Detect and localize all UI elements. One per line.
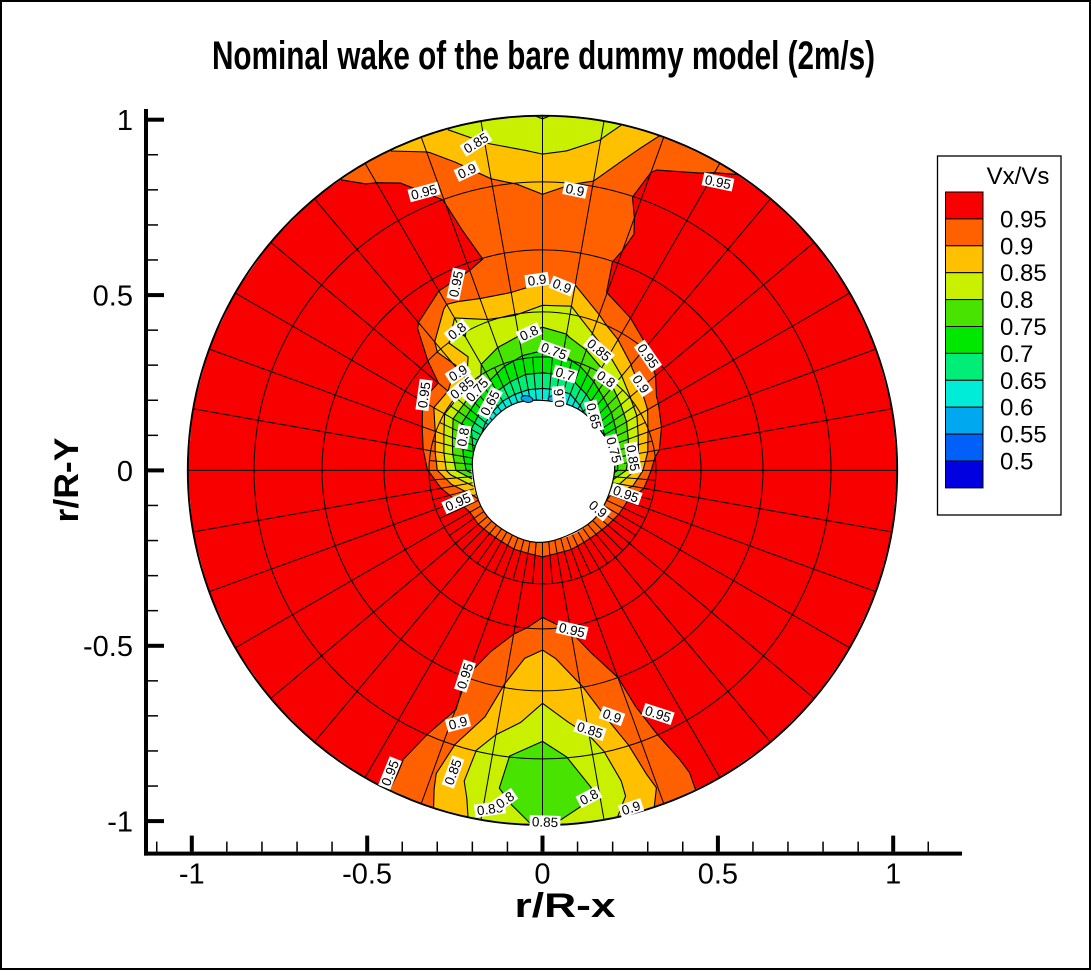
svg-text:0.75: 0.75 (603, 435, 624, 464)
svg-text:1: 1 (885, 859, 901, 891)
svg-text:0.95: 0.95 (415, 381, 434, 409)
svg-text:0.9: 0.9 (527, 271, 548, 288)
svg-text:r/R-Y: r/R-Y (48, 437, 86, 522)
svg-text:0.95: 0.95 (409, 182, 438, 203)
svg-text:0.75: 0.75 (1000, 314, 1047, 341)
svg-text:0.9: 0.9 (550, 276, 573, 297)
svg-text:0.9: 0.9 (455, 160, 478, 182)
svg-text:-1: -1 (179, 859, 205, 891)
svg-text:0.65: 0.65 (1000, 368, 1047, 395)
svg-text:0.5: 0.5 (698, 859, 738, 891)
svg-text:0.9: 0.9 (620, 798, 642, 818)
svg-text:-0.5: -0.5 (342, 859, 392, 891)
svg-text:0.95: 0.95 (446, 270, 466, 299)
svg-text:0.55: 0.55 (1000, 422, 1047, 449)
svg-text:0.6: 0.6 (551, 388, 568, 408)
svg-text:0.85: 0.85 (623, 444, 642, 472)
svg-text:0: 0 (534, 859, 550, 891)
svg-text:0.8: 0.8 (1000, 287, 1033, 314)
svg-text:0.7: 0.7 (554, 364, 576, 384)
svg-text:0.95: 0.95 (1000, 206, 1047, 233)
svg-text:0.95: 0.95 (704, 172, 733, 192)
svg-text:0.9: 0.9 (564, 181, 585, 200)
svg-text:0.5: 0.5 (93, 281, 133, 313)
svg-text:0.95: 0.95 (557, 620, 586, 641)
svg-text:0.5: 0.5 (1000, 449, 1033, 476)
svg-text:-1: -1 (107, 807, 133, 839)
svg-text:-0.5: -0.5 (83, 631, 133, 663)
svg-text:0.9: 0.9 (1000, 233, 1033, 260)
svg-text:0.9: 0.9 (601, 706, 624, 727)
svg-text:1: 1 (117, 105, 133, 137)
svg-text:0: 0 (117, 456, 133, 488)
svg-text:0.7: 0.7 (1000, 341, 1033, 368)
svg-text:Nominal wake of the bare dummy: Nominal wake of the bare dummy model (2m… (212, 34, 875, 78)
svg-text:0.85: 0.85 (1000, 260, 1047, 287)
svg-text:r/R-x: r/R-x (515, 887, 616, 925)
svg-text:0.8: 0.8 (454, 426, 472, 447)
svg-text:0.65: 0.65 (583, 401, 604, 430)
svg-text:0.6: 0.6 (1000, 395, 1033, 422)
svg-text:0.85: 0.85 (532, 814, 559, 830)
svg-text:0.8: 0.8 (517, 322, 540, 344)
svg-text:Vx/Vs: Vx/Vs (987, 163, 1050, 190)
svg-text:0.9: 0.9 (447, 714, 469, 733)
